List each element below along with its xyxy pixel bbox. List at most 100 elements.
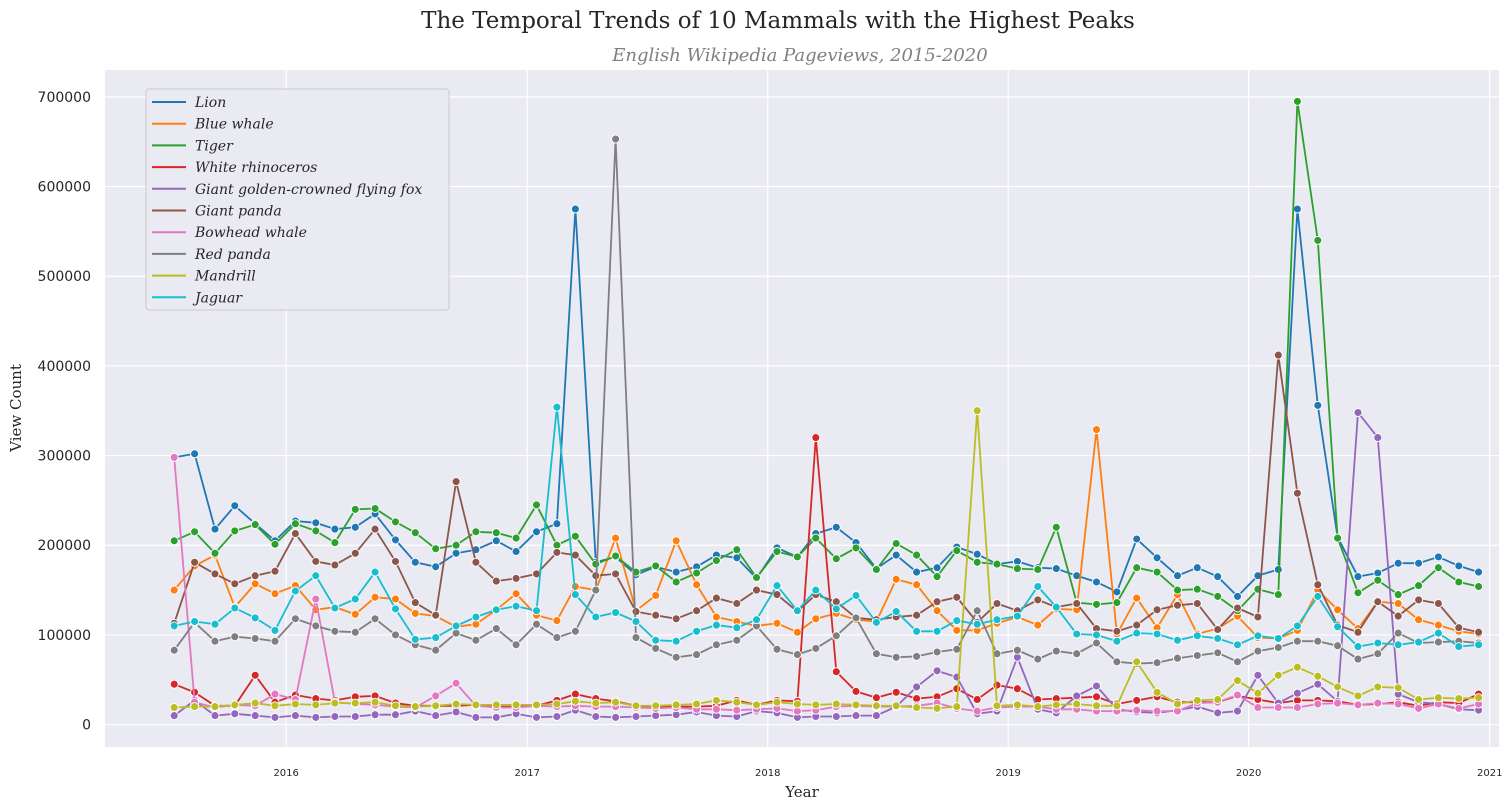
data-point [190,702,200,712]
data-point [912,580,922,590]
data-point [1414,595,1424,605]
data-point [1092,599,1101,609]
data-point [370,504,380,513]
data-point [1433,628,1443,638]
data-point [270,689,280,699]
data-point [1353,572,1363,582]
data-point [270,589,280,599]
data-point [972,549,982,559]
data-point [532,619,541,629]
data-point [1132,620,1142,630]
data-point [1393,590,1403,600]
data-point [1152,706,1162,716]
data-point [1233,706,1242,716]
data-point [451,678,461,688]
data-point [851,613,861,623]
data-point [831,554,841,564]
data-point [611,569,621,579]
data-point [811,614,821,624]
data-point [391,535,400,545]
data-point [1192,651,1202,660]
data-point [692,580,702,590]
data-point [692,626,702,636]
data-point [1313,671,1323,681]
data-point [732,545,742,555]
data-point [391,604,400,614]
data-point [230,526,240,536]
data-point [1373,433,1383,443]
data-point [611,712,621,722]
data-point [1474,640,1484,650]
data-point [671,536,681,546]
data-point [169,621,179,631]
data-point [532,527,541,537]
data-point [711,640,721,650]
data-point [1253,631,1263,641]
data-point [1173,571,1182,581]
data-point [552,633,562,643]
data-point [431,701,441,711]
data-point [471,635,481,645]
data-point [1072,699,1082,709]
data-point [1373,649,1383,659]
data-point [871,693,881,703]
data-point [992,680,1002,690]
data-point [972,606,982,616]
data-point [1333,698,1343,708]
data-point [1033,595,1043,605]
data-point [972,695,982,704]
data-point [370,567,380,577]
data-point [511,573,521,583]
data-point [1112,636,1122,646]
data-point [591,698,601,708]
data-point [1051,646,1061,656]
data-point [532,700,541,710]
data-point [1393,699,1403,709]
data-point [290,519,300,529]
x-tick-label: 2018 [755,768,780,779]
data-point [1112,701,1122,711]
data-point [772,581,782,591]
y-tick-label: 200000 [38,538,91,554]
data-point [711,612,721,622]
data-point [491,528,501,538]
data-point [1433,599,1443,608]
data-point [210,619,220,629]
data-point [851,686,861,696]
data-point [1213,634,1223,643]
data-point [552,519,562,529]
data-point [311,712,321,722]
data-point [210,569,220,579]
data-point [1132,534,1142,544]
data-point [1233,676,1242,686]
data-point [370,592,380,602]
data-point [1213,625,1223,634]
data-point [370,614,380,624]
data-point [190,527,200,537]
data-point [1072,629,1082,639]
data-point [932,597,942,607]
data-point [431,691,441,701]
data-point [391,630,400,640]
data-point [1092,638,1101,648]
data-point [290,586,300,596]
data-point [591,712,601,721]
data-point [992,559,1002,569]
legend: Lion Blue whale Tiger White rhinoceros Giant… [145,88,450,311]
data-point [1012,684,1022,694]
data-point [811,700,821,710]
data-point [1333,682,1343,692]
data-point [1292,96,1302,106]
legend-label: Red panda [194,247,271,263]
data-point [1173,635,1182,645]
y-tick-label: 100000 [38,628,91,644]
data-point [1414,581,1424,591]
data-point [1173,653,1182,663]
data-point [732,697,742,707]
data-point [912,651,922,661]
data-point [1192,599,1202,608]
data-point [752,700,761,710]
data-point [410,598,420,608]
data-point [1433,552,1443,562]
